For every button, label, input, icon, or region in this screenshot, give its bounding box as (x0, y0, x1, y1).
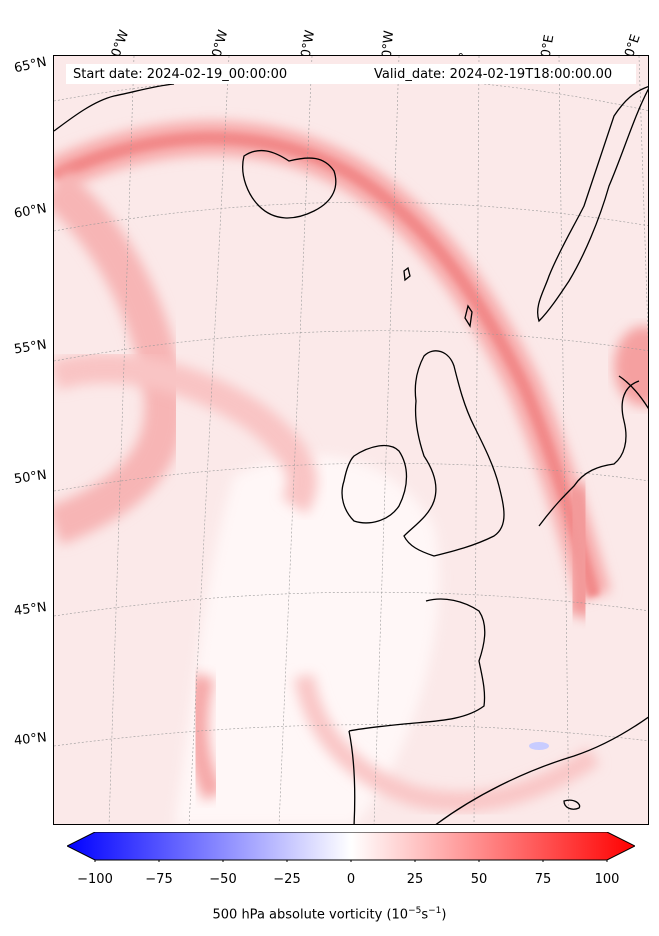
colorbar-tick-label: 75 (534, 872, 552, 887)
colorbar-tick-label: −25 (273, 872, 301, 887)
colorbar (67, 832, 635, 862)
vorticity-maximum-east (614, 326, 648, 406)
coast-balearic (563, 799, 581, 810)
colorbar-tick-label: 0 (346, 872, 356, 887)
coast-norway (537, 86, 648, 323)
lat-label-50n: 50°N (13, 467, 48, 488)
colorbar-tick-label: −50 (209, 872, 237, 887)
colorbar-tick-label: −75 (145, 872, 173, 887)
coastlines (54, 83, 648, 824)
lat-label-65n: 65°N (12, 54, 48, 77)
vorticity-map (54, 56, 648, 824)
colorbar-title: 500 hPa absolute vorticity (10−5s−1) (212, 906, 447, 923)
vorticity-band-mid (54, 353, 317, 515)
coast-iberia-south (435, 716, 648, 824)
lat-label-45n: 45°N (13, 600, 48, 619)
coast-ireland (341, 444, 408, 524)
coast-iceland (242, 149, 337, 219)
lat-label-60n: 60°N (12, 201, 48, 222)
colorbar-tick-label: 25 (406, 872, 424, 887)
low-vorticity-region (174, 455, 440, 824)
coast-france-biscay (348, 598, 486, 732)
coast-shetland (464, 304, 473, 328)
colorbar-tick-label: −100 (77, 872, 113, 887)
vorticity-band-north-core (54, 132, 600, 598)
coast-great-britain (403, 350, 505, 557)
colorbar-gradient (67, 832, 635, 861)
coast-greenland (54, 83, 175, 132)
vorticity-band-south (294, 674, 600, 812)
lat-label-40n: 40°N (13, 730, 48, 749)
colorbar-tick-label: 50 (470, 872, 488, 887)
colorbar-tick-label: 100 (594, 872, 620, 887)
date-header-strip (66, 64, 636, 84)
vorticity-band-east (561, 483, 598, 620)
vorticity-band-west (54, 170, 185, 545)
map-panel[interactable] (53, 55, 649, 825)
coast-faroe (403, 266, 411, 282)
negative-vorticity-spot (529, 742, 549, 750)
lat-label-55n: 55°N (13, 337, 48, 358)
colorbar-tick-marks (94, 860, 608, 862)
coast-iberia-west (348, 730, 356, 824)
coast-low-countries (538, 380, 640, 527)
valid-date-label: Valid_date: 2024-02-19T18:00:00.00 (374, 67, 613, 82)
start-date-label: Start date: 2024-02-19_00:00:00 (73, 67, 288, 82)
vorticity-band-southwest (186, 673, 224, 801)
coast-denmark (618, 375, 648, 409)
